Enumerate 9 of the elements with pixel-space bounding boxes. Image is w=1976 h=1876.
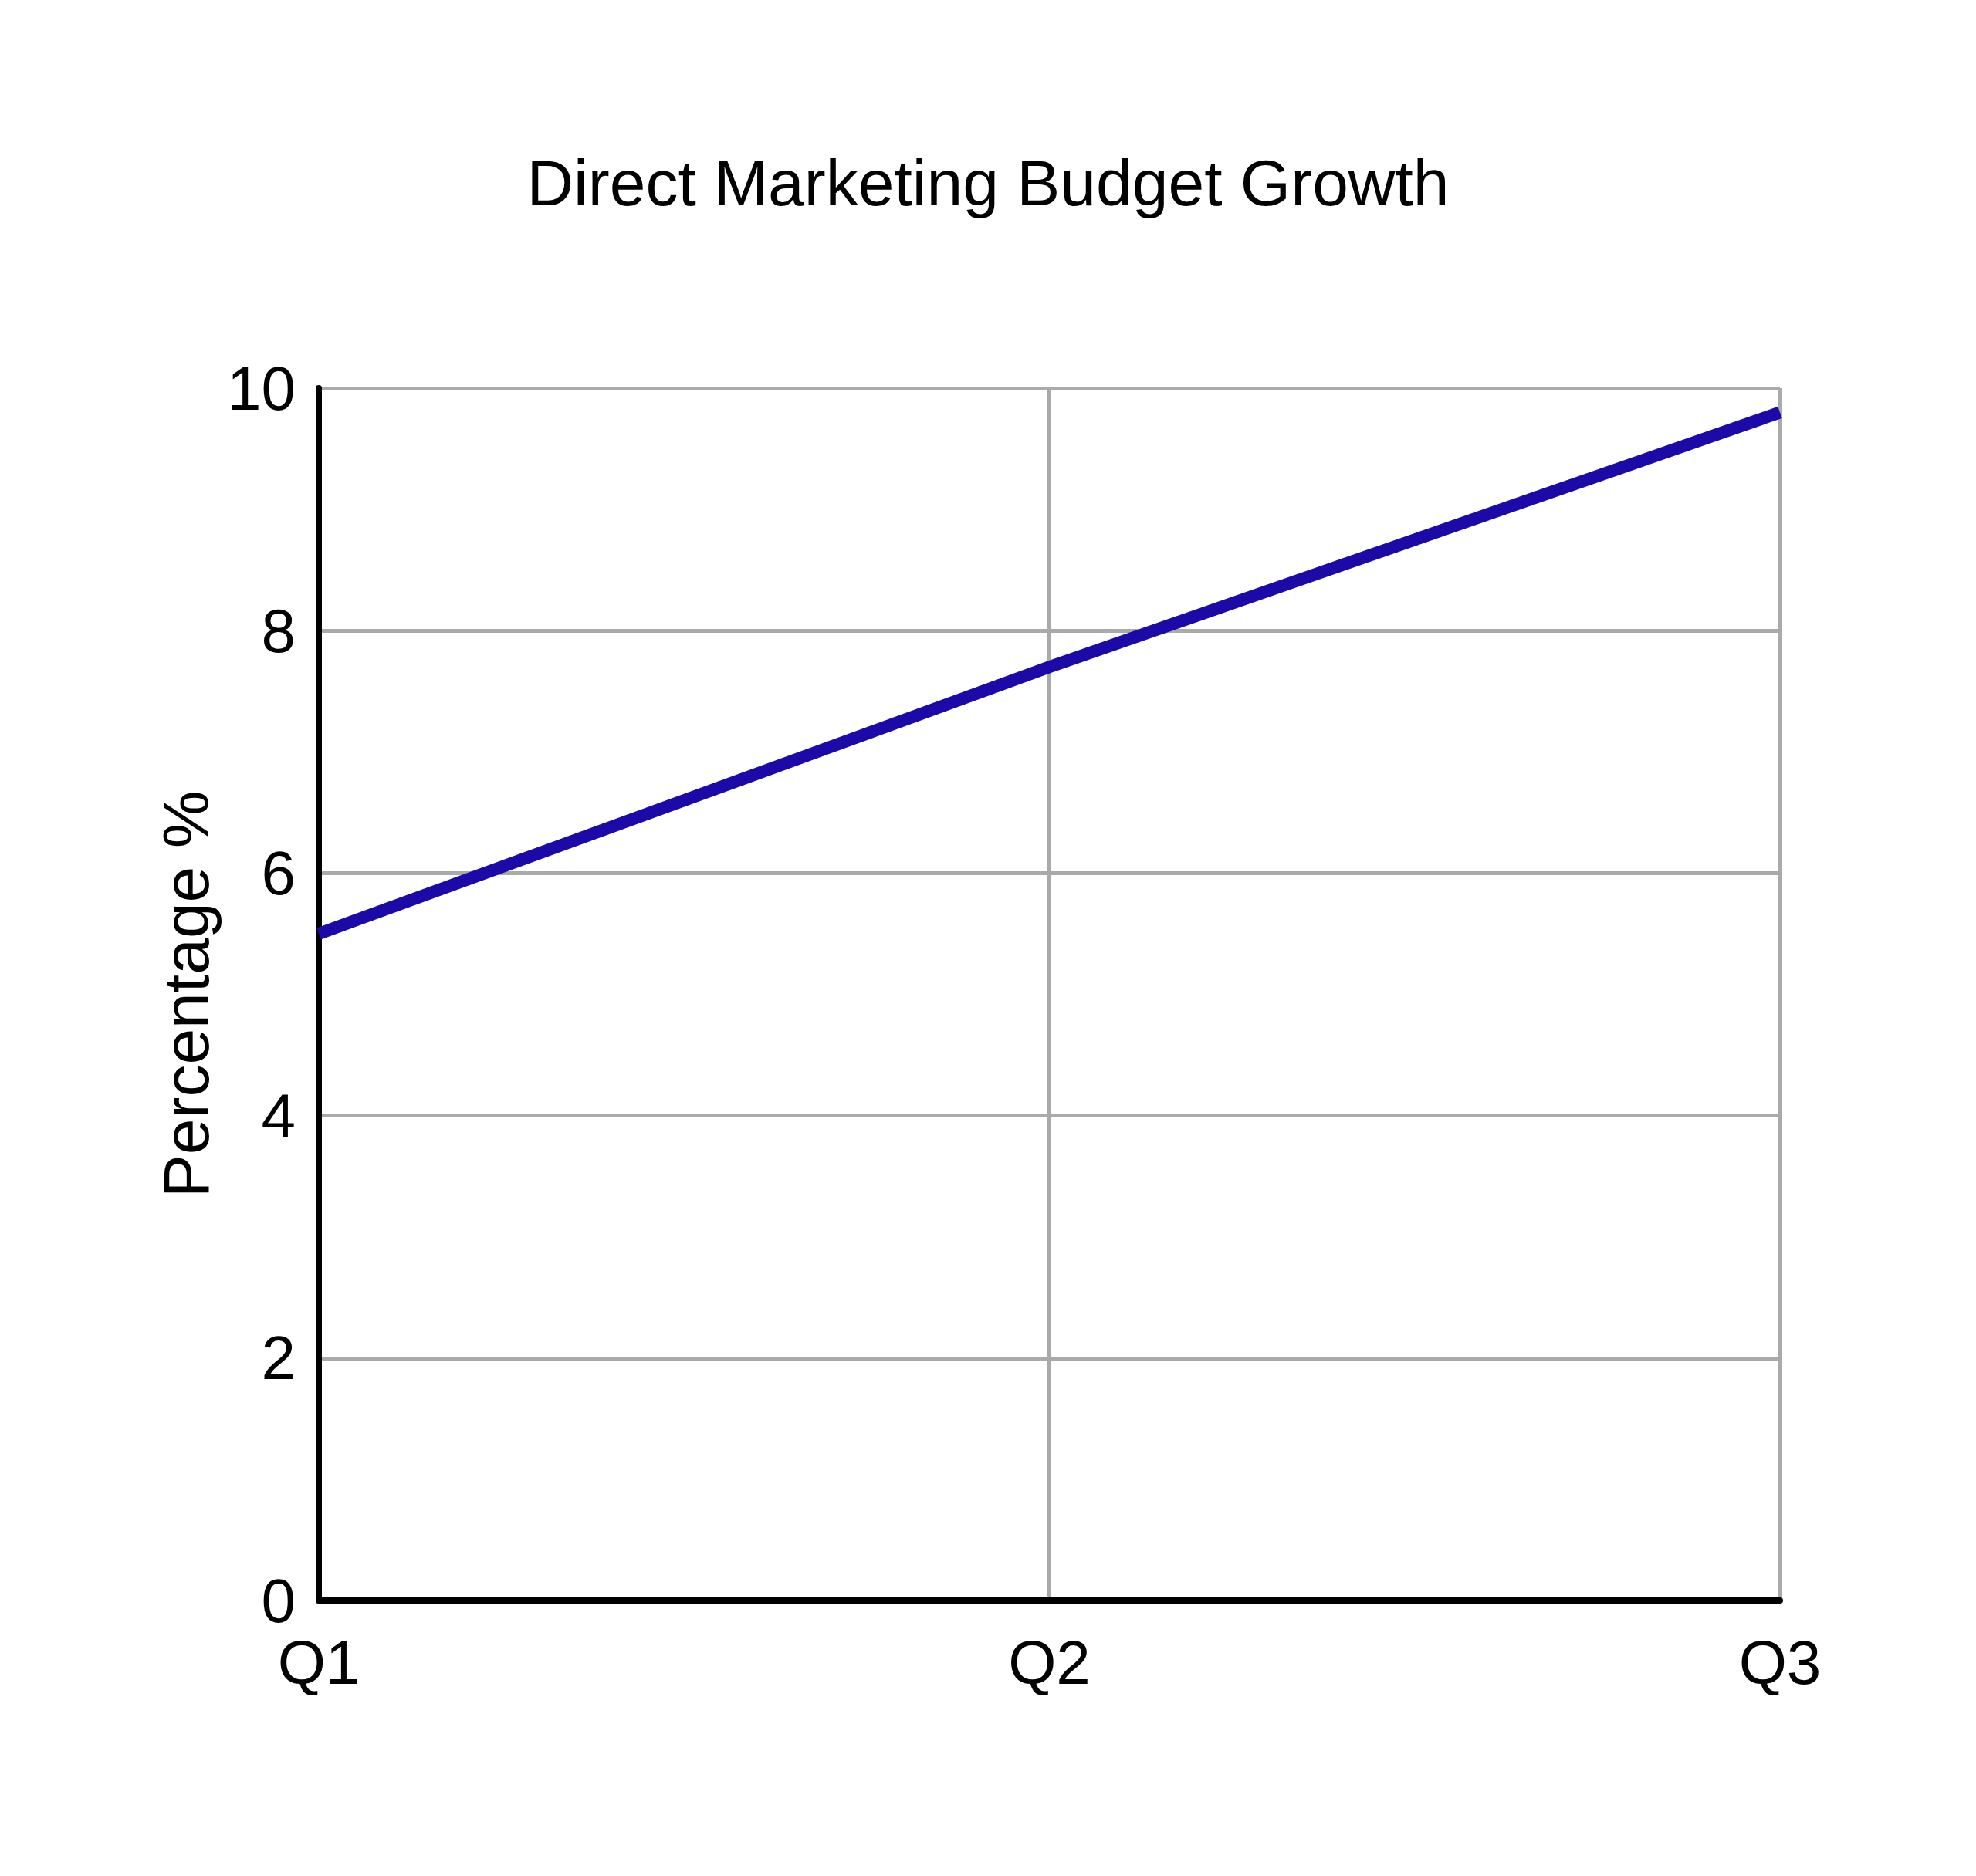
x-tick-label: Q2 — [1008, 1628, 1091, 1697]
y-axis-title: Percentage % — [150, 790, 223, 1198]
y-tick-label: 10 — [227, 353, 296, 423]
y-tick-label: 2 — [261, 1323, 296, 1393]
chart-title: Direct Marketing Budget Growth — [526, 147, 1450, 219]
x-tick-label: Q3 — [1738, 1628, 1822, 1697]
y-tick-label: 4 — [261, 1081, 296, 1151]
y-tick-label: 6 — [261, 838, 296, 908]
y-tick-label: 8 — [261, 596, 296, 665]
